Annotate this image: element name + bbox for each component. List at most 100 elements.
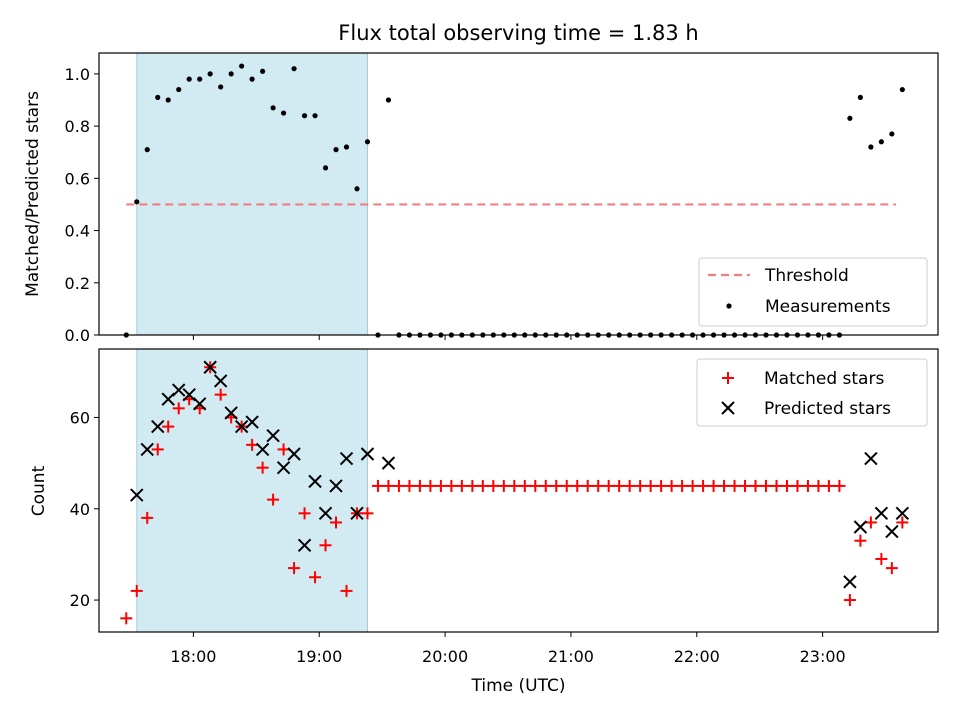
measurement-point [291,66,297,72]
matched-star-point [246,438,259,451]
predicted-star-point [864,451,878,466]
matched-star-point [151,443,164,456]
matched-star-point [130,584,143,597]
chart-title: Flux total observing time = 1.83 h [338,21,698,45]
matched-star-point [455,479,468,492]
matched-star-point [875,552,888,565]
matched-star-point [403,479,416,492]
highlight-band-top [136,52,368,336]
x-tick-label: 19:00 [296,647,342,666]
matched-star-point [382,479,395,492]
predicted-star-point [151,419,165,434]
y-tick-label-top: 0.0 [65,326,90,345]
matched-star-point [760,479,773,492]
matched-star-point [833,479,846,492]
x-axis-label: Time (UTC) [471,676,566,696]
plot-frame-top [98,52,939,336]
predicted-star-point [140,442,154,457]
highlight-band-bottom [136,348,368,633]
matched-star-point [497,479,510,492]
measurement-point [186,76,192,82]
measurement-point [354,186,360,192]
y-tick-label-top: 0.6 [65,169,90,188]
matched-star-point [780,479,793,492]
matched-star-point [885,562,898,575]
matched-star-point [288,562,301,575]
matched-star-point [371,479,384,492]
matched-star-point [340,584,353,597]
predicted-star-point [276,460,291,475]
matched-star-point [854,534,867,547]
x-tick-label: 18:00 [170,647,216,666]
matched-star-point [476,479,489,492]
matched-star-point [707,479,720,492]
predicted-star-point [350,506,364,521]
matched-star-point [655,479,668,492]
legend-top: Threshold Measurements [698,257,928,327]
matched-star-point [518,479,531,492]
predicted-star-point [171,383,186,397]
predicted-star-point [895,506,910,521]
legend-measurements-swatch [726,303,732,309]
predicted-star-point [329,479,343,493]
matched-star-point [843,594,856,607]
measurement-point [280,110,287,116]
plot-frame-bottom [98,348,939,633]
predicted-star-point [287,447,301,461]
predicted-star-point [853,520,868,534]
predicted-star-point [234,419,249,434]
predicted-star-point [255,442,270,457]
predicted-star-point [885,524,899,539]
measurement-point [260,68,266,74]
matched-star-point [623,479,636,492]
matched-star-point [571,479,584,492]
matched-star-point [728,479,741,492]
measurement-point [134,199,140,205]
legend-threshold-label: Threshold [764,266,849,286]
matched-star-point [550,479,563,492]
matched-star-point [718,479,731,492]
matched-star-point [466,479,479,492]
matched-star-point [801,479,814,492]
x-tick-label: 21:00 [548,647,594,666]
x-tick-label: 22:00 [674,647,720,666]
predicted-star-point [874,506,889,521]
matched-star-point [413,479,426,492]
matched-star-point [162,420,175,433]
y-tick-label-top: 1.0 [65,65,90,84]
matched-star-point [770,479,783,492]
legend-predicted-swatch [721,401,735,415]
measurement-point [312,113,318,119]
measurement-point [847,115,853,121]
matched-star-point [172,402,185,415]
matched-star-point [686,479,699,492]
legend-predicted-label: Predicted stars [764,399,891,419]
matched-star-point [319,539,332,552]
predicted-star-point [245,415,259,429]
matched-star-point [508,479,521,492]
matched-star-point [592,479,605,492]
measurement-point [889,131,895,137]
legend-bottom: Matched stars Predicted stars [696,358,928,427]
matched-star-point [529,479,542,492]
top-panel: 0.0 0.2 0.4 0.6 0.8 1.0 [65,52,939,345]
y-axis-label-top: Matched/Predicted stars [23,91,43,297]
legend-matched-swatch [722,372,734,384]
x-tick-label: 20:00 [422,647,468,666]
matched-star-point [613,479,626,492]
measurement-point [364,139,371,145]
y-tick-label-bottom: 40 [70,500,90,519]
matched-star-point [739,479,752,492]
matched-star-point [309,571,322,584]
measurement-point [333,147,339,153]
measurement-point [197,76,203,82]
y-tick-label-top: 0.2 [65,274,90,293]
measurement-point [228,71,234,77]
predicted-star-point [203,360,217,374]
measurement-point [218,84,224,90]
matched-star-point [256,461,269,474]
predicted-star-point [381,456,396,470]
matched-star-point [896,516,909,529]
matched-star-point [644,479,657,492]
